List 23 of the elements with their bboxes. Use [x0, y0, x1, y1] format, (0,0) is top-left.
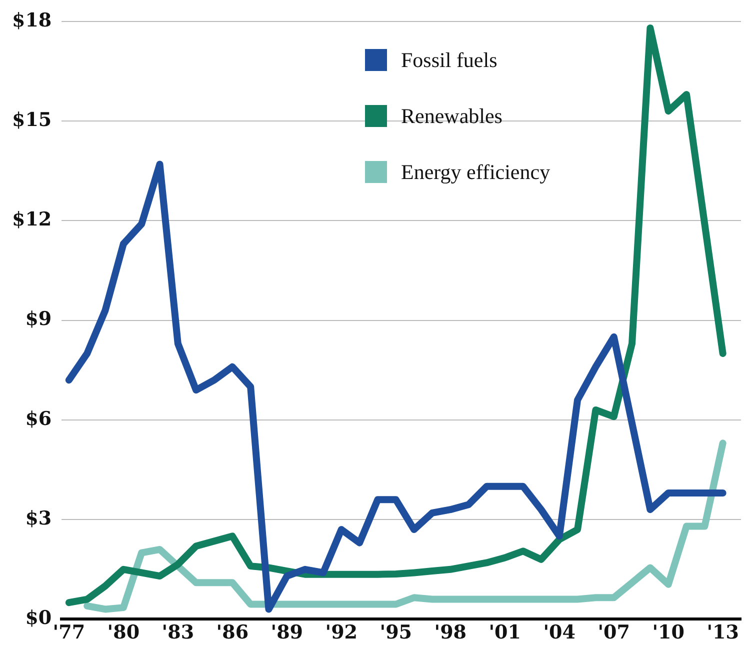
y-tick-label: $0 — [25, 607, 52, 630]
x-tick-label: '13 — [706, 622, 739, 644]
x-tick-label: '04 — [543, 622, 576, 644]
x-tick-label: '98 — [434, 622, 467, 644]
x-tick-label: '10 — [652, 622, 684, 644]
x-tick-label: '01 — [488, 622, 521, 644]
y-tick-label: $6 — [25, 408, 52, 430]
x-tick-label: '89 — [270, 622, 304, 644]
y-tick-label: $3 — [25, 508, 52, 530]
legend-label: Renewables — [401, 104, 502, 128]
y-tick-label: $12 — [12, 208, 52, 231]
x-tick-label: '80 — [107, 622, 140, 644]
x-tick-label: '83 — [162, 622, 194, 644]
y-tick-label: $15 — [12, 108, 52, 131]
legend-label: Fossil fuels — [401, 48, 498, 72]
x-tick-label: '92 — [325, 622, 358, 644]
y-tick-label: $18 — [12, 9, 52, 32]
x-tick-label: '95 — [380, 622, 412, 644]
x-tick-label: '86 — [216, 622, 249, 644]
x-tick-label: '07 — [598, 622, 630, 644]
x-tick-label: '77 — [52, 622, 86, 644]
y-tick-label: $9 — [25, 308, 52, 330]
legend-label: Energy efficiency — [401, 160, 550, 184]
